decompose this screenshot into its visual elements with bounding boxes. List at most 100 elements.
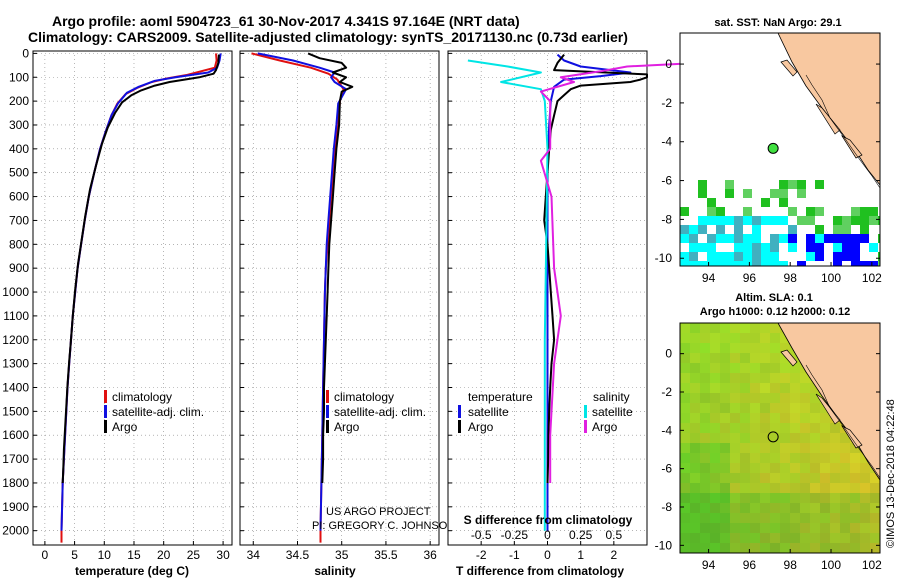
temperature-lines [60,53,222,543]
sla-map-title-1: Altim. SLA: 0.1 [735,292,813,304]
sla-pixel [760,463,770,473]
sla-pixel [750,483,760,493]
sla-pixel [770,473,780,483]
sla-pixel [710,333,720,343]
sla-pixel [730,393,740,403]
sla-pixel [710,403,720,413]
sla-pixel [740,323,750,333]
depth-tick-label: 100 [9,70,29,84]
sla-pixel [700,463,710,473]
sla-pixel [700,493,710,503]
sla-pixel [850,443,860,453]
sla-pixel [860,503,870,513]
sla-pixel [770,513,780,523]
sla-pixel [720,513,730,523]
sla-pixel [720,473,730,483]
sla-pixel [760,523,770,533]
legend-temp-satellite-swatch [458,405,461,418]
island-shape [780,349,798,367]
sst-pixel [734,216,743,225]
sla-pixel [800,443,810,453]
salinity-grid [240,51,439,545]
sla-pixel [680,423,690,433]
sla-pixel [800,493,810,503]
sst-pixel [806,216,815,225]
sla-pixel [870,513,880,523]
sla-pixel [860,523,870,533]
sla-pixel [690,423,700,433]
difference-panel: -2 -1 0 1 2 -0.5 -0.25 0 0.25 0.5 S difference f… [447,50,747,578]
sst-pixel [869,243,878,252]
sst-pixel [779,189,788,198]
sla-pixel [870,543,880,553]
legend-temp-argo-swatch [458,420,461,433]
sst-pixel [689,243,698,252]
salinity-legend: climatology satellite-adj. clim. Argo [326,390,426,434]
sla-pixel [710,443,720,453]
sla-pixel [710,483,720,493]
legend-climatology-swatch [104,390,107,403]
sla-pixel [770,493,780,503]
sla-pixel [710,503,720,513]
sla-pixel [790,393,800,403]
sla-pixel [680,323,690,333]
island-shape [780,59,798,77]
legend-climatology-label: climatology [112,390,172,404]
sla-pixel [820,443,830,453]
sla-pixel [750,413,760,423]
sla-pixel [860,483,870,493]
sla-pixel [720,543,730,553]
sla-pixel [720,483,730,493]
sla-yticks: 0 -2 -4 -6 -8 -10 [655,347,880,552]
sla-pixel [720,503,730,513]
sst-pixel [725,234,734,243]
sla-pixel [800,393,810,403]
sla-pixel [770,373,780,383]
sla-pixel [690,383,700,393]
sla-pixel [800,503,810,513]
legend-satellite-label: satellite-adj. clim. [334,405,426,419]
sla-pixel [790,473,800,483]
sla-pixel [690,463,700,473]
lon-tick-label: 96 [743,558,757,572]
sst-pixel [833,234,842,243]
lon-tick-label: 98 [784,558,798,572]
sla-pixel [790,413,800,423]
sla-pixel [760,503,770,513]
sla-pixel [770,343,780,353]
x-tick-label: 34 [247,548,261,562]
sla-pixel [820,433,830,443]
sla-pixel [800,543,810,553]
sla-pixel [690,323,700,333]
sla-pixel [680,523,690,533]
sst-pixel [842,225,851,234]
depth-tick-label: 1400 [2,380,29,394]
sla-pixel [700,383,710,393]
sst-pixel [707,216,716,225]
series-line-argo [307,52,354,484]
sla-pixel [720,423,730,433]
legend-sal-satellite-label: satellite [592,405,633,419]
sla-pixel [810,503,820,513]
sla-pixel [780,363,790,373]
series-line-salinity-satellite [467,59,549,531]
sst-pixel [752,234,761,243]
sla-pixel [810,513,820,523]
sla-pixel [730,433,740,443]
sla-pixel [790,483,800,493]
sla-pixel [700,513,710,523]
sla-pixel [860,493,870,503]
sla-pixel [760,473,770,483]
sst-pixel [842,234,851,243]
legend-satellite-label: satellite-adj. clim. [112,405,204,419]
sla-pixel [790,443,800,453]
sla-pixel [760,323,770,333]
sst-pixel [725,189,734,198]
sla-pixel [750,333,760,343]
sst-map: sat. SST: NaN Argo: 29.1 0 -2 -4 -6 -8 -10 94… [655,17,883,285]
sla-pixel [770,393,780,403]
sla-pixel [770,413,780,423]
sla-pixel [700,533,710,543]
sla-pixel [690,363,700,373]
sst-pixel [815,180,824,189]
